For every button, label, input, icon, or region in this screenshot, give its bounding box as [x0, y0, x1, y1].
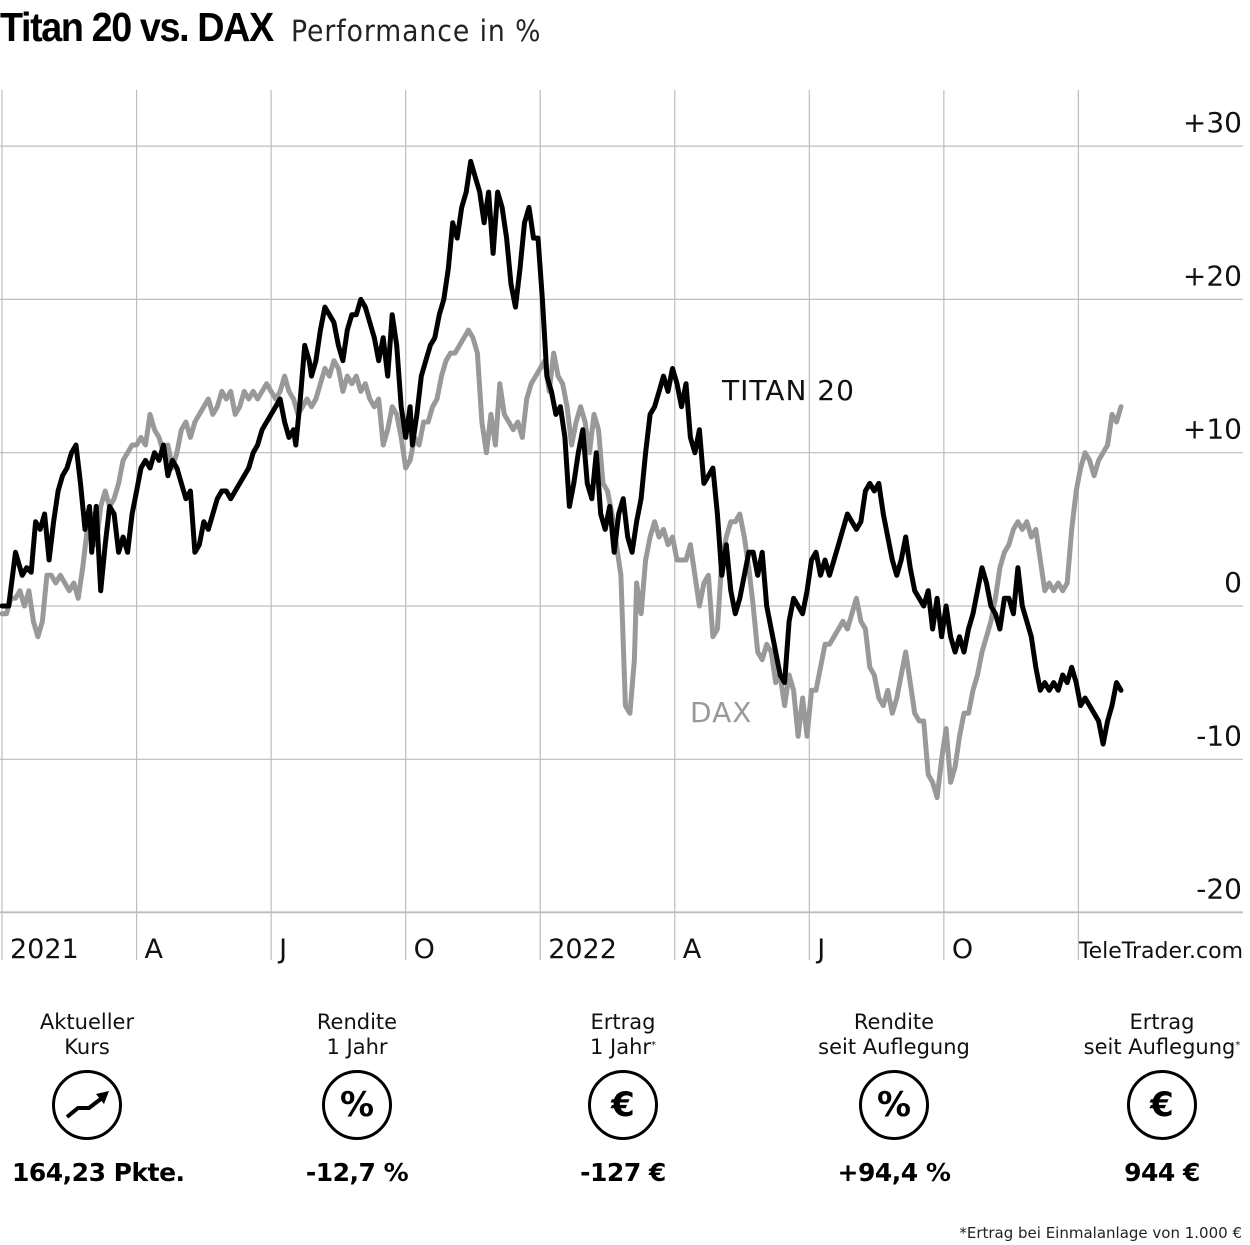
x-tick-label: O: [952, 934, 973, 965]
chart-title: Titan 20 vs. DAX: [0, 4, 274, 50]
kpi-value: 164,23 Pkte.: [12, 1158, 185, 1187]
kpi-return-since-launch: Rendite seit Auflegung % +94,4 %: [794, 1010, 994, 1187]
kpi-label: Ertrag 1 Jahr*: [548, 1010, 698, 1060]
x-tick-label: 2021: [10, 934, 79, 965]
kpi-label-line1: Rendite: [316, 1010, 398, 1034]
footnote: *Ertrag bei Einmalanlage von 1.000 €: [959, 1224, 1242, 1242]
source-credit: TeleTrader.com: [1078, 939, 1243, 964]
kpi-label-line1: Aktueller: [39, 1010, 135, 1034]
kpi-label: Ertrag seit Auflegung*: [1062, 1010, 1250, 1060]
percent-glyph: %: [876, 1085, 912, 1125]
kpi-label-line2: seit Auflegung: [1083, 1035, 1236, 1059]
footnote-mark: *: [1235, 1040, 1241, 1051]
kpi-label: Rendite 1 Jahr: [282, 1010, 432, 1060]
kpi-label-line2: seit Auflegung: [818, 1035, 970, 1059]
y-tick-label: +10: [1183, 413, 1242, 446]
kpi-earnings-since-launch: Ertrag seit Auflegung* € 944 €: [1062, 1010, 1250, 1187]
chart-subtitle: Performance in %: [290, 14, 541, 48]
kpi-current-price: Aktueller Kurs 164,23 Pkte.: [12, 1010, 185, 1187]
kpi-label-line2: Kurs: [64, 1035, 110, 1059]
series-line-titan-20: [0, 158, 1124, 747]
trend-up-icon: [52, 1070, 122, 1140]
series-label-dax: DAX: [690, 696, 752, 729]
euro-icon: €: [588, 1070, 658, 1140]
series-label-titan20: TITAN 20: [721, 374, 855, 407]
euro-glyph: €: [1150, 1085, 1174, 1125]
y-tick-label: +20: [1183, 259, 1242, 292]
kpi-label: Rendite seit Auflegung: [794, 1010, 994, 1060]
percent-icon: %: [322, 1070, 392, 1140]
kpi-earnings-1y: Ertrag 1 Jahr* € -127 €: [548, 1010, 698, 1187]
kpi-value: -127 €: [580, 1158, 666, 1187]
footnote-mark: *: [651, 1040, 657, 1051]
kpi-label-line2: 1 Jahr: [589, 1035, 652, 1059]
x-tick-label: 2022: [548, 934, 617, 965]
x-tick-label: A: [145, 934, 164, 965]
trend-up-arrow-glyph: [65, 1091, 109, 1119]
kpi-label-line2: 1 Jahr: [326, 1035, 388, 1059]
kpi-label-line1: Ertrag: [590, 1010, 656, 1034]
y-tick-label: +30: [1183, 106, 1242, 139]
grid: [0, 90, 1243, 960]
x-tick-label: J: [277, 934, 287, 965]
kpi-value: -12,7 %: [305, 1158, 409, 1187]
kpi-return-1y: Rendite 1 Jahr % -12,7 %: [282, 1010, 432, 1187]
euro-icon: €: [1127, 1070, 1197, 1140]
y-tick-label: -20: [1196, 873, 1242, 906]
x-tick-label: J: [815, 934, 825, 965]
x-tick-label: O: [414, 934, 435, 965]
kpi-value: 944 €: [1124, 1158, 1200, 1187]
kpi-label-line1: Ertrag: [1129, 1010, 1195, 1034]
percent-icon: %: [859, 1070, 929, 1140]
y-axis-ticks: +30 +20 +10 0 -10 -20: [1183, 106, 1242, 906]
y-tick-label: -10: [1196, 719, 1242, 752]
chart-header: Titan 20 vs. DAX Performance in %: [0, 4, 563, 64]
percent-glyph: %: [339, 1085, 375, 1125]
x-axis-ticks: 2021 A J O 2022 A J O: [10, 934, 973, 965]
series-line-dax: [0, 327, 1124, 801]
series-lines: [0, 158, 1124, 801]
kpi-value: +94,4 %: [837, 1158, 951, 1187]
kpi-row: Aktueller Kurs 164,23 Pkte. Rendite 1 Jahr…: [0, 1010, 1250, 1200]
euro-glyph: €: [611, 1085, 635, 1125]
kpi-label: Aktueller Kurs: [12, 1010, 162, 1060]
y-tick-label: 0: [1224, 566, 1242, 599]
kpi-label-line1: Rendite: [853, 1010, 935, 1034]
performance-chart: +30 +20 +10 0 -10 -20 2021 A J O 2022 A J O TITAN 20…: [0, 90, 1243, 965]
x-tick-label: A: [683, 934, 702, 965]
